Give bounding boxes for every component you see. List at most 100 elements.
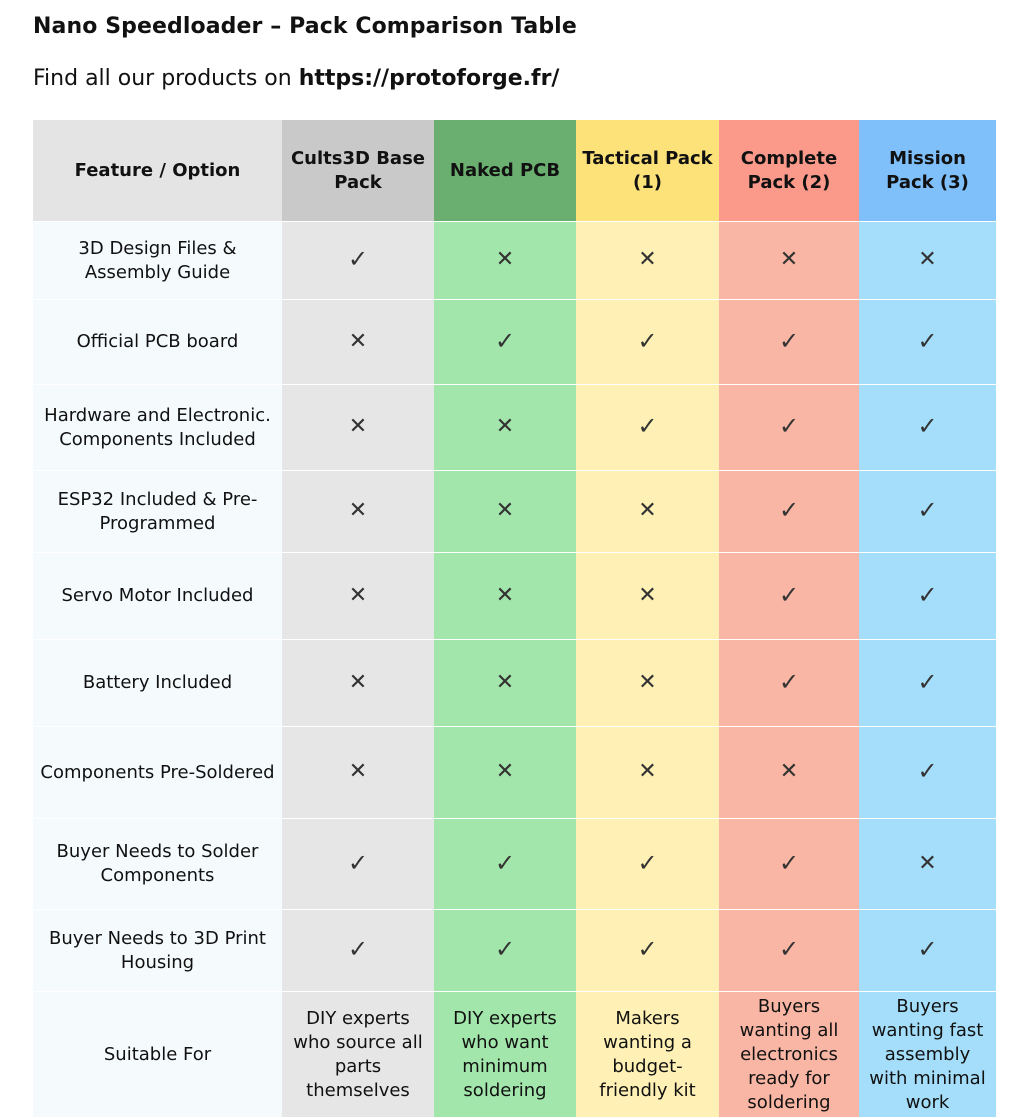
cross-icon: ✕ — [638, 759, 657, 784]
cell-tactical: ✓ — [576, 909, 719, 992]
suitable-for-tactical: Makers wanting a budget-friendly kit — [576, 991, 719, 1118]
cross-icon: ✕ — [348, 582, 368, 608]
website-link[interactable]: https://protoforge.fr/ — [298, 66, 560, 91]
cell-mission: ✓ — [859, 299, 996, 385]
suitable-for-complete: Buyers wanting all electronics ready for… — [719, 991, 859, 1118]
cell-cults3d-base: ✕ — [282, 639, 434, 727]
cell-mission: ✓ — [859, 384, 996, 471]
header-pack-complete: Complete Pack (2) — [719, 120, 859, 222]
cell-tactical: ✓ — [576, 299, 719, 385]
check-icon: ✓ — [637, 412, 658, 440]
cell-naked-pcb: ✕ — [434, 470, 576, 553]
table-row: Battery Included ✕ ✕ ✕ ✓ ✓ — [33, 639, 996, 727]
cross-icon: ✕ — [638, 247, 657, 272]
check-icon: ✓ — [778, 412, 800, 440]
cross-icon: ✕ — [348, 498, 368, 523]
check-icon: ✓ — [917, 667, 938, 696]
cell-complete: ✓ — [719, 384, 859, 471]
table-row: Buyer Needs to Solder Components ✓ ✓ ✓ ✓ ✕ — [33, 818, 996, 910]
cell-complete: ✕ — [719, 221, 859, 300]
pack-comparison-table: Feature / Option Cults3D Base Pack Naked… — [33, 120, 996, 1118]
feature-label: 3D Design Files & Assembly Guide — [33, 221, 282, 300]
cell-cults3d-base: ✕ — [282, 470, 434, 553]
table-row: 3D Design Files & Assembly Guide ✓ ✕ ✕ ✕ ✕ — [33, 221, 996, 300]
cross-icon: ✕ — [638, 669, 657, 695]
check-icon: ✓ — [778, 580, 800, 609]
cell-naked-pcb: ✓ — [434, 299, 576, 385]
cross-icon: ✕ — [918, 247, 937, 272]
check-icon: ✓ — [494, 848, 516, 877]
check-icon: ✓ — [917, 412, 938, 440]
cell-naked-pcb: ✕ — [434, 384, 576, 471]
cross-icon: ✕ — [495, 759, 515, 784]
suitable-for-cults3d-base: DIY experts who source all parts themsel… — [282, 991, 434, 1118]
intro-text: Find all our products on — [33, 66, 299, 91]
cell-complete: ✓ — [719, 909, 859, 992]
cell-cults3d-base: ✓ — [282, 909, 434, 992]
cell-cults3d-base: ✕ — [282, 552, 434, 640]
table-row: Components Pre-Soldered ✕ ✕ ✕ ✕ ✓ — [33, 726, 996, 819]
cell-complete: ✓ — [719, 470, 859, 553]
cell-naked-pcb: ✓ — [434, 909, 576, 992]
feature-label: ESP32 Included & Pre-Programmed — [33, 470, 282, 553]
cell-mission: ✕ — [859, 818, 996, 910]
cell-complete: ✓ — [719, 299, 859, 385]
cell-tactical: ✕ — [576, 552, 719, 640]
cell-cults3d-base: ✕ — [282, 384, 434, 471]
cell-naked-pcb: ✕ — [434, 221, 576, 300]
suitable-for-mission: Buyers wanting fast assembly with minima… — [859, 991, 996, 1118]
cross-icon: ✕ — [918, 850, 937, 876]
cross-icon: ✕ — [495, 582, 515, 608]
check-icon: ✓ — [778, 848, 800, 877]
check-icon: ✓ — [917, 580, 938, 609]
cell-mission: ✓ — [859, 470, 996, 553]
cross-icon: ✕ — [495, 669, 515, 695]
cross-icon: ✕ — [348, 759, 368, 784]
table-row: Servo Motor Included ✕ ✕ ✕ ✓ ✓ — [33, 552, 996, 640]
cell-cults3d-base: ✓ — [282, 818, 434, 910]
check-icon: ✓ — [917, 496, 938, 524]
cross-icon: ✕ — [779, 247, 799, 272]
cell-tactical: ✕ — [576, 221, 719, 300]
header-pack-mission: Mission Pack (3) — [859, 120, 996, 222]
cell-mission: ✓ — [859, 552, 996, 640]
cell-cults3d-base: ✕ — [282, 726, 434, 819]
suitable-for-naked-pcb: DIY experts who want minimum soldering — [434, 991, 576, 1118]
cell-complete: ✓ — [719, 639, 859, 727]
check-icon: ✓ — [637, 326, 658, 355]
feature-label: Buyer Needs to Solder Components — [33, 818, 282, 910]
check-icon: ✓ — [347, 245, 369, 273]
cell-cults3d-base: ✓ — [282, 221, 434, 300]
cross-icon: ✕ — [495, 247, 515, 272]
cell-tactical: ✕ — [576, 726, 719, 819]
check-icon: ✓ — [778, 326, 800, 355]
check-icon: ✓ — [917, 326, 938, 355]
feature-label: Buyer Needs to 3D Print Housing — [33, 909, 282, 992]
cell-mission: ✓ — [859, 909, 996, 992]
feature-label: Hardware and Electronic. Components Incl… — [33, 384, 282, 471]
table-row: Official PCB board ✕ ✓ ✓ ✓ ✓ — [33, 299, 996, 385]
cell-tactical: ✕ — [576, 639, 719, 727]
cell-tactical: ✓ — [576, 384, 719, 471]
cell-cults3d-base: ✕ — [282, 299, 434, 385]
intro-line: Find all our products on https://protofo… — [33, 66, 559, 91]
header-feature-option: Feature / Option — [33, 120, 282, 222]
cell-naked-pcb: ✕ — [434, 552, 576, 640]
check-icon: ✓ — [494, 326, 516, 355]
check-icon: ✓ — [637, 848, 658, 877]
cell-naked-pcb: ✕ — [434, 639, 576, 727]
feature-label: Official PCB board — [33, 299, 282, 385]
cross-icon: ✕ — [495, 414, 515, 439]
suitable-for-label: Suitable For — [33, 991, 282, 1118]
feature-label: Battery Included — [33, 639, 282, 727]
cell-complete: ✓ — [719, 818, 859, 910]
cell-naked-pcb: ✕ — [434, 726, 576, 819]
cross-icon: ✕ — [495, 498, 515, 523]
check-icon: ✓ — [917, 935, 938, 963]
header-pack-cults3d-base: Cults3D Base Pack — [282, 120, 434, 222]
cell-mission: ✓ — [859, 639, 996, 727]
cross-icon: ✕ — [638, 498, 657, 523]
cell-tactical: ✓ — [576, 818, 719, 910]
check-icon: ✓ — [917, 757, 938, 785]
check-icon: ✓ — [347, 935, 369, 963]
